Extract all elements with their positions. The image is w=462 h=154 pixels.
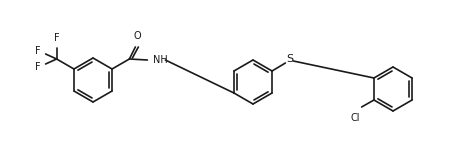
Text: Cl: Cl (351, 113, 360, 123)
Text: F: F (54, 33, 60, 43)
Text: S: S (286, 54, 293, 64)
Text: NH: NH (153, 55, 168, 65)
Text: F: F (35, 46, 41, 56)
Text: F: F (35, 62, 41, 72)
Text: O: O (134, 31, 141, 41)
